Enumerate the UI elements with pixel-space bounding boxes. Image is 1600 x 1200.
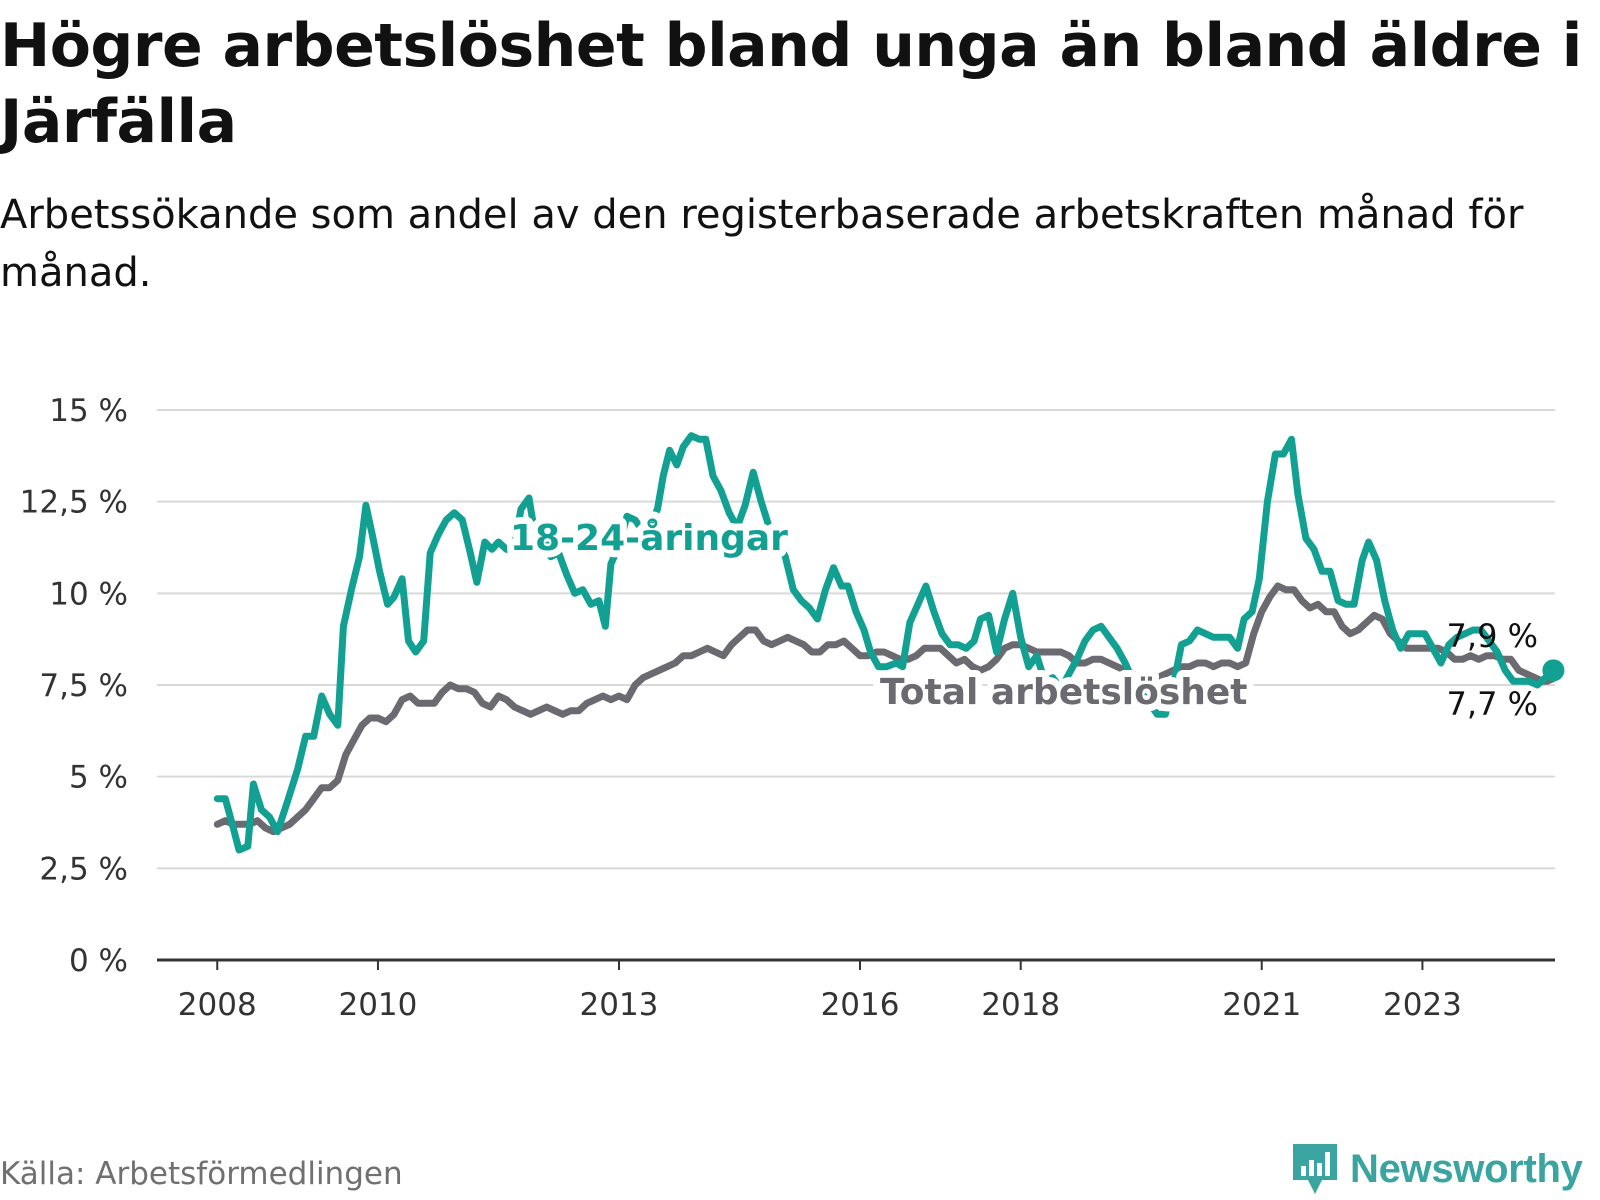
series-lines	[213, 432, 1559, 854]
newsworthy-logo-icon	[1293, 1144, 1337, 1194]
total-end-label: 7,7 %	[1447, 685, 1538, 723]
series-label-total: Total arbetslöshet	[880, 672, 1248, 713]
y-tick-label: 12,5 %	[20, 485, 128, 521]
chart-title: Högre arbetslöshet bland unga än bland ä…	[0, 11, 1582, 157]
x-tick-label: 2008	[178, 987, 257, 1023]
y-tick-label: 7,5 %	[39, 668, 128, 704]
y-axis-tick-labels: 0 % 2,5 % 5 % 7,5 % 10 % 12,5 % 15 %	[20, 393, 128, 979]
brand-logo[interactable]: Newsworthy	[1290, 1142, 1583, 1196]
brand-name: Newsworthy	[1350, 1146, 1583, 1191]
y-tick-label: 5 %	[69, 760, 128, 796]
youth-end-label: 7,9 %	[1447, 617, 1538, 655]
series-line-youth	[213, 432, 1557, 854]
annotations: 18-24-åringar Total arbetslöshet 7,9 % 7,7 …	[503, 511, 1565, 723]
y-tick-label: 15 %	[49, 393, 128, 429]
series-label-youth: 18-24-åringar	[510, 518, 788, 559]
x-tick-label: 2018	[981, 987, 1060, 1023]
x-axis: 2008 2010 2013 2016 2018 2021 2023	[157, 958, 1555, 1023]
gridlines	[157, 409, 1555, 870]
youth-end-point	[1542, 659, 1565, 682]
y-tick-label: 10 %	[49, 576, 128, 612]
y-tick-label: 2,5 %	[39, 851, 128, 887]
y-tick-label: 0 %	[69, 943, 128, 979]
x-tick-label: 2023	[1383, 987, 1462, 1023]
source-note: Källa: Arbetsförmedlingen	[0, 1156, 403, 1192]
x-tick-label: 2021	[1222, 987, 1301, 1023]
series-line-total	[213, 582, 1559, 836]
chart-subtitle: Arbetssökande som andel av den registerb…	[0, 192, 1524, 296]
x-tick-label: 2010	[338, 987, 417, 1023]
x-tick-label: 2016	[821, 987, 900, 1023]
x-tick-label: 2013	[580, 987, 659, 1023]
